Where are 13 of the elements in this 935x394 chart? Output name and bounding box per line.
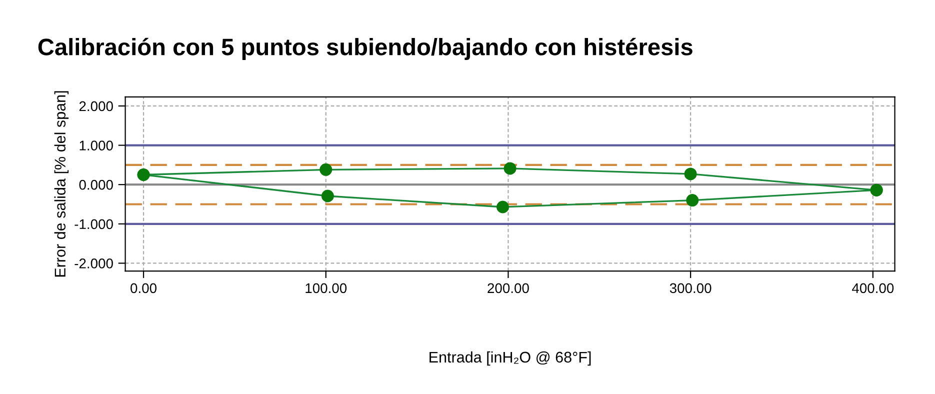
y-axis-title: Error de salida [% del span]: [54, 91, 69, 277]
x-tick-label: 400.00: [852, 283, 894, 294]
x-axis-title: Entrada [inH₂O @ 68°F]: [430, 351, 591, 366]
x-tick-label: 200.00: [488, 283, 529, 294]
x-tick-label: 300.00: [670, 283, 712, 294]
y-tick-label: 2.000: [79, 101, 113, 112]
x-tick-label: 0.00: [130, 283, 156, 294]
chart-title: Calibración con 5 puntos subiendo/bajando con histéresis: [38, 38, 692, 60]
y-tick-label: 1.000: [80, 140, 113, 150]
x-tick-label: 100.00: [306, 283, 347, 294]
y-tick-label: -2.000: [74, 258, 113, 268]
y-tick-label: 0.000: [79, 180, 113, 190]
y-tick-label: -1.000: [74, 219, 113, 230]
